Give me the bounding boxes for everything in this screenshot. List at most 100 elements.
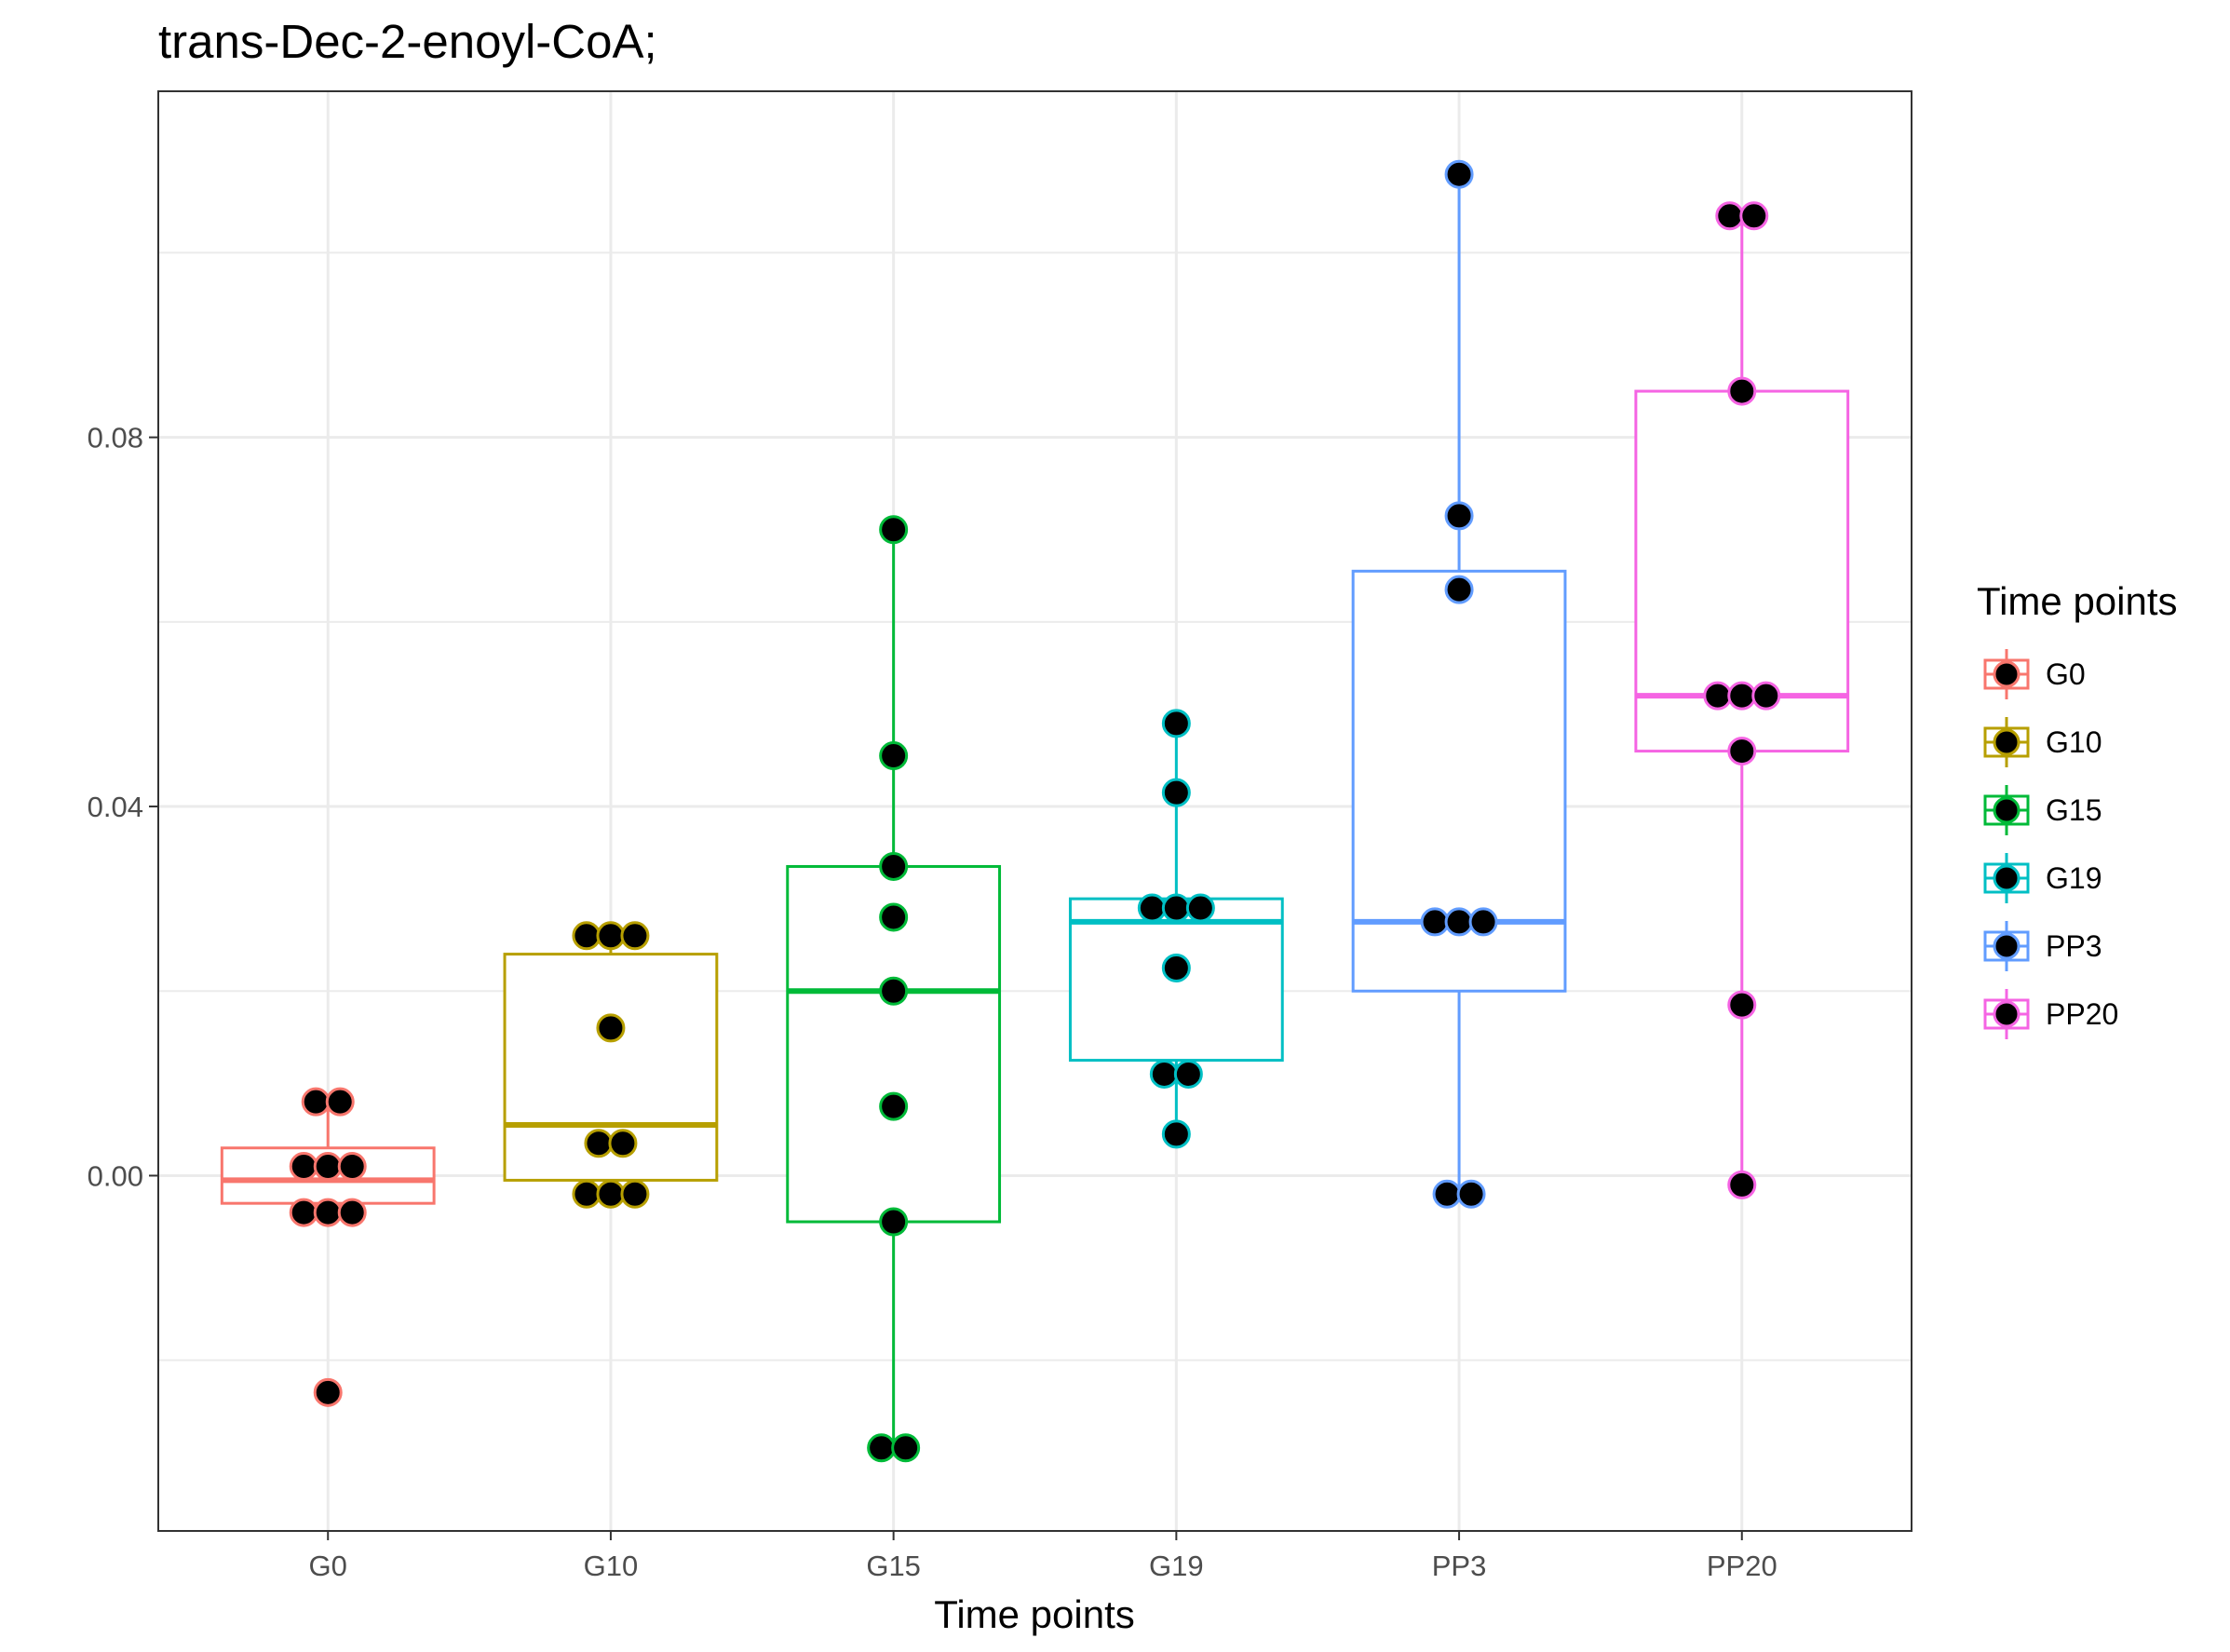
legend-label: PP3 [2046,929,2102,963]
legend-label: G15 [2046,793,2102,827]
data-point [596,921,626,951]
legend-key-point [1993,864,2021,892]
points-pp20 [1703,201,1781,1199]
data-point [1444,501,1474,531]
legend-keys: G0 G10 G15 G19 PP3 PP20 [1981,649,2118,1039]
legend-key-point [1993,1000,2021,1028]
x-tick-label: PP20 [1707,1550,1777,1582]
x-tick-label: G19 [1149,1550,1204,1582]
box-layer [220,174,1850,1448]
points-g19 [1137,709,1215,1149]
data-point [1727,990,1757,1020]
data-point [1727,376,1757,406]
legend-key-point [1993,796,2021,824]
data-point [301,1087,331,1117]
data-point [879,1091,909,1121]
legend-label: G10 [2046,725,2102,759]
y-tick-label: 0.00 [88,1159,143,1192]
data-point [289,1198,318,1227]
data-point [572,1179,601,1209]
plot-panel-background [158,91,1912,1531]
data-point [325,1087,355,1117]
data-point [891,1433,921,1463]
data-point [879,976,909,1006]
data-point [1444,575,1474,604]
data-point [1161,778,1191,807]
legend-item-g10: G10 [1981,717,2102,767]
box-g10 [503,921,719,1199]
data-point [1751,681,1781,711]
data-point [584,1129,614,1158]
data-point [289,1152,318,1182]
y-tick-label: 0.08 [88,422,143,454]
data-point [608,1129,638,1158]
plot-panel-border [157,90,1912,1532]
data-point [1703,681,1733,711]
data-point [1727,681,1757,711]
data-point [1420,907,1450,937]
data-point [1468,907,1498,937]
x-axis: G0 G10 G15 G19 PP3 PP20 [309,1531,1777,1582]
data-point [879,902,909,932]
data-point [1149,1059,1179,1089]
points-g15 [867,515,921,1463]
data-point [620,921,650,951]
data-point [313,1198,343,1227]
data-point [1456,1179,1486,1209]
x-tick-label: G10 [584,1550,639,1582]
data-point [1432,1179,1462,1209]
data-point [1739,201,1769,231]
data-point [1161,953,1191,982]
x-tick-label: G0 [309,1550,347,1582]
x-axis-title: Time points [934,1592,1135,1636]
data-point [1161,1119,1191,1149]
points-g0 [289,1087,367,1407]
legend-key-point [1993,932,2021,960]
data-point [879,741,909,771]
legend-title: Time points [1977,579,2178,623]
legend-item-pp3: PP3 [1981,921,2102,971]
data-point [879,1207,909,1237]
y-axis: 0.00 0.04 0.08 [88,422,158,1192]
data-point [596,1013,626,1043]
legend-item-g15: G15 [1981,785,2102,835]
legend-key-point [1993,660,2021,688]
x-tick-label: G15 [866,1550,921,1582]
data-point [1185,893,1215,923]
data-point [879,515,909,545]
x-tick-label: PP3 [1432,1550,1487,1582]
data-point [1173,1059,1203,1089]
data-point [337,1198,367,1227]
y-tick-label: 0.04 [88,791,143,823]
data-point [620,1179,650,1209]
points-g10 [572,921,650,1209]
chart-title: trans-Dec-2-enoyl-CoA; [158,15,657,68]
data-point [1727,1170,1757,1199]
legend-label: PP20 [2046,997,2118,1031]
data-point [1137,893,1167,923]
data-point [1444,907,1474,937]
data-point [1161,709,1191,738]
data-point [1727,737,1757,766]
data-point [1715,201,1745,231]
minor-gridlines [158,251,1912,1361]
legend: Time points G0 G10 G15 G19 PP3 PP20 [1977,579,2178,1039]
data-point [1444,159,1474,189]
legend-item-g19: G19 [1981,853,2102,903]
legend-item-g0: G0 [1981,649,2086,699]
data-point [1161,893,1191,923]
data-point [879,851,909,881]
point-layer [289,159,1781,1463]
data-point [572,921,601,951]
data-point [337,1152,367,1182]
legend-item-pp20: PP20 [1981,989,2118,1039]
legend-label: G0 [2046,657,2086,691]
data-point [313,1152,343,1182]
legend-key-point [1993,728,2021,756]
legend-label: G19 [2046,861,2102,895]
data-point [596,1179,626,1209]
points-pp3 [1420,159,1498,1209]
data-point [313,1377,343,1407]
data-point [867,1433,897,1463]
